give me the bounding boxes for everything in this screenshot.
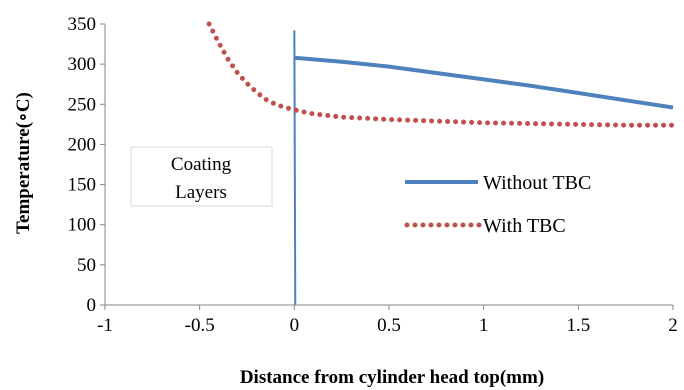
y-tick-label: 300 xyxy=(68,54,97,75)
series-line-with-tbc xyxy=(206,21,676,128)
x-tick-label: 2 xyxy=(668,315,678,336)
coating-boundary-line xyxy=(293,30,297,306)
y-tick-labels: 0 50 100 150 200 250 300 350 xyxy=(68,14,105,316)
series-line-without-tbc xyxy=(294,55,674,110)
x-tick-label: -1 xyxy=(97,315,113,336)
annotation-box xyxy=(130,146,273,207)
legend-label-with-tbc: With TBC xyxy=(483,215,566,237)
x-tick-label: 0 xyxy=(290,315,300,336)
y-tick-label: 50 xyxy=(77,255,96,276)
y-tick-label: 250 xyxy=(68,94,97,115)
series-layer xyxy=(206,21,676,306)
x-tick-label: -0.5 xyxy=(185,315,215,336)
legend: Without TBC With TBC xyxy=(404,172,591,237)
x-tick-labels: -1 -0.5 0 0.5 1 1.5 2 xyxy=(97,305,678,336)
y-tick-label: 0 xyxy=(87,295,97,316)
x-axis-title: Distance from cylinder head top(mm) xyxy=(240,367,544,388)
x-tick-label: 1.5 xyxy=(566,315,590,336)
y-tick-label: 100 xyxy=(68,215,97,236)
annotation-line-2: Layers xyxy=(175,182,227,203)
y-tick-label: 150 xyxy=(68,175,97,196)
x-tick-label: 0.5 xyxy=(377,315,401,336)
y-tick-label: 200 xyxy=(68,134,97,155)
coating-layers-annotation: Coating Layers xyxy=(130,146,273,207)
y-axis-title: Temperature(∘C) xyxy=(13,92,34,234)
annotation-line-1: Coating xyxy=(171,154,232,175)
legend-label-without-tbc: Without TBC xyxy=(483,172,591,194)
x-tick-label: 1 xyxy=(479,315,489,336)
y-tick-label: 350 xyxy=(68,14,97,35)
